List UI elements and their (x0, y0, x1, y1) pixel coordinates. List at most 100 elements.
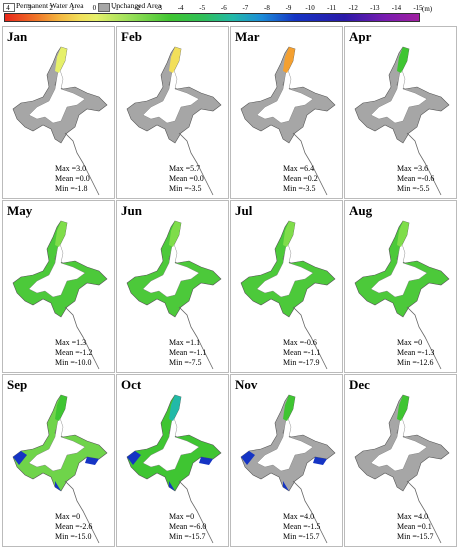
permanent-water-area (28, 66, 86, 124)
colorbar-tick: -6 (220, 4, 227, 12)
water-depth-map (240, 220, 336, 370)
stat-max: Max =0 (397, 338, 423, 347)
month-panel-apr: Apr Max =3.6 Mean =-0.6 Min =-5.5 (344, 26, 457, 199)
stat-max: Max =1.3 (55, 338, 87, 347)
river-outline (406, 306, 442, 370)
colorbar-tick: -7 (242, 4, 249, 12)
month-label: Jun (121, 203, 142, 218)
water-depth-map (12, 46, 108, 196)
deep-change-area (241, 451, 327, 491)
month-label: Oct (121, 377, 142, 392)
month-panel-may: May Max =1.3 Mean =-1.2 Min =-10.0 (2, 200, 115, 373)
stat-min: Min =-17.9 (283, 358, 320, 367)
stat-min: Min =-7.5 (169, 358, 202, 367)
stats-block: Max =1.1 Mean =-1.1 Min =-7.5 (169, 338, 206, 368)
stat-mean: Mean =0.1 (397, 522, 432, 531)
month-panel-jan: Jan Max =3.0 Mean =0.0 Min =-1.8 (2, 26, 115, 199)
stat-min: Min =-15.7 (283, 532, 320, 541)
water-depth-map (354, 220, 450, 370)
change-arm (397, 395, 409, 421)
colorbar-tick: -3 (156, 4, 162, 12)
month-panel-jun: Jun Max =1.1 Mean =-1.1 Min =-7.5 (116, 200, 229, 373)
change-arm (55, 47, 67, 73)
stat-max: Max =1.1 (169, 338, 201, 347)
legend: Permanent Water Area Unchanged Area 4 3 2 1… (0, 0, 460, 24)
stat-max: Max =5.7 (169, 164, 201, 173)
river-outline (292, 480, 328, 544)
colorbar-tick: -11 (327, 4, 337, 12)
stat-mean: Mean =0.0 (55, 174, 90, 183)
permanent-water-area (142, 66, 200, 124)
colorbar-tick: -15 (413, 4, 423, 12)
permanent-water-area (370, 66, 428, 124)
month-label: Feb (121, 29, 142, 44)
permanent-water-area (28, 414, 86, 472)
month-panel-feb: Feb Max =5.7 Mean =0.0 Min =-3.5 (116, 26, 229, 199)
month-label: Jul (235, 203, 253, 218)
colorbar-tick: -8 (264, 4, 270, 12)
colorbar-tick: 2 (49, 4, 53, 12)
permanent-water-area (256, 66, 314, 124)
month-label: Nov (235, 377, 258, 392)
month-panel-sep: Sep Max =0 Mean =-2.6 Min =-15.0 (2, 374, 115, 547)
deep-change-area (127, 451, 213, 491)
stat-min: Min =-3.5 (283, 184, 316, 193)
permanent-water-area (370, 414, 428, 472)
water-depth-map (12, 394, 108, 544)
water-depth-map (126, 394, 222, 544)
month-label: Jan (7, 29, 28, 44)
stat-min: Min =-5.5 (397, 184, 430, 193)
change-arm (283, 47, 295, 73)
stat-min: Min =-12.6 (397, 358, 434, 367)
water-depth-map (354, 394, 450, 544)
stats-block: Max =-0.6 Mean =-1.1 Min =-17.9 (283, 338, 320, 368)
stat-min: Min =-15.7 (169, 532, 206, 541)
colorbar-tick: -13 (370, 4, 380, 12)
stats-block: Max =4.0 Mean =0.1 Min =-15.7 (397, 512, 434, 542)
water-depth-map (354, 46, 450, 196)
unchanged-area-label: Unchanged Area (111, 1, 162, 10)
month-panel-jul: Jul Max =-0.6 Mean =-1.1 Min =-17.9 (230, 200, 343, 373)
stat-max: Max =3.6 (397, 164, 429, 173)
permanent-water-area (142, 414, 200, 472)
colorbar-tick: -5 (199, 4, 206, 12)
stats-block: Max =0 Mean =-1.3 Min =-12.6 (397, 338, 434, 368)
month-panel-nov: Nov Max =4.0 Mean =-1.5 Min =-15.7 (230, 374, 343, 547)
stat-mean: Mean =0.0 (169, 174, 204, 183)
change-arm (397, 221, 409, 247)
unchanged-area-swatch (98, 3, 110, 12)
colorbar-tick: 4 (6, 4, 10, 12)
change-arm (397, 47, 409, 73)
river-outline (406, 480, 442, 544)
colorbar-tick: 0 (92, 4, 97, 12)
colorbar-tick: -12 (348, 4, 358, 12)
stat-mean: Mean =-6.0 (169, 522, 207, 531)
river-outline (64, 306, 100, 370)
stat-max: Max =-0.6 (283, 338, 317, 347)
stat-mean: Mean =0.2 (283, 174, 318, 183)
stats-block: Max =4.0 Mean =-1.5 Min =-15.7 (283, 512, 320, 542)
change-arm (169, 221, 181, 247)
month-label: Sep (7, 377, 28, 392)
river-outline (292, 132, 328, 196)
change-arm (169, 47, 181, 73)
month-label: Aug (349, 203, 373, 218)
change-arm (283, 221, 295, 247)
change-arm (283, 395, 295, 421)
stats-block: Max =0 Mean =-2.6 Min =-15.0 (55, 512, 92, 542)
stat-max: Max =6.4 (283, 164, 315, 173)
colorbar-tick: -14 (391, 4, 402, 12)
stats-block: Max =3.6 Mean =-0.6 Min =-5.5 (397, 164, 434, 194)
month-label: Apr (349, 29, 372, 44)
stat-min: Min =-10.0 (55, 358, 92, 367)
stats-block: Max =1.3 Mean =-1.2 Min =-10.0 (55, 338, 92, 368)
colorbar-tick: -9 (285, 4, 292, 12)
stats-block: Max =6.4 Mean =0.2 Min =-3.5 (283, 164, 318, 194)
colorbar (4, 13, 420, 22)
permanent-water-area (256, 240, 314, 298)
stat-mean: Mean =-0.6 (397, 174, 435, 183)
water-depth-map (12, 220, 108, 370)
permanent-water-area (142, 240, 200, 298)
stat-min: Min =-15.0 (55, 532, 92, 541)
stat-max: Max =4.0 (283, 512, 315, 521)
